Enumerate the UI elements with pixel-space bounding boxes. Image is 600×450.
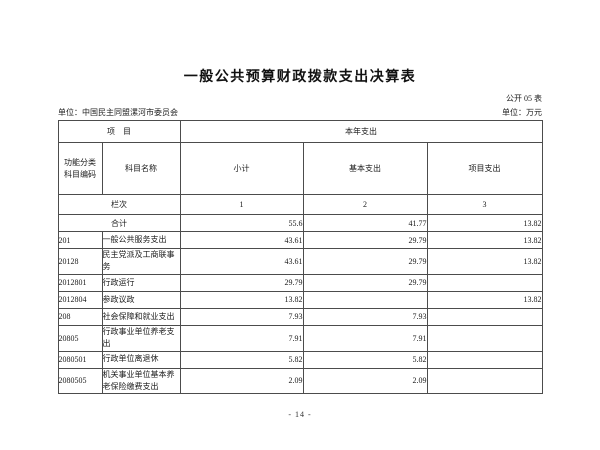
budget-table: 项 目 本年支出 功能分类 科目编码 科目名称 小计 基本支出 项目支出 栏次 … (57, 120, 543, 395)
table-row: 合计 55.6 41.77 13.82 (57, 214, 543, 232)
cell-subtotal: 43.61 (179, 231, 304, 249)
cell-name: 民主党派及工商联事务 (101, 248, 181, 275)
lanci-col-2: 2 (302, 194, 428, 215)
cell-code: 2080505 (57, 367, 103, 395)
cell-basic-expense: 7.93 (302, 307, 428, 326)
cell-basic-expense: 29.79 (302, 273, 428, 292)
cell-code: 201 (57, 231, 103, 249)
table-row: 20805 行政事业单位养老支出 7.91 7.91 (57, 324, 543, 352)
cell-project-expense: 13.82 (426, 231, 543, 249)
cell-project-expense (426, 324, 543, 352)
lanci-col-3: 3 (426, 194, 543, 215)
table-row: 2012801 行政运行 29.79 29.79 (57, 273, 543, 292)
table-header: 项 目 本年支出 功能分类 科目编码 科目名称 小计 基本支出 项目支出 栏次 … (57, 120, 543, 215)
col-header-basic: 基本支出 (302, 142, 428, 195)
cell-code: 20128 (57, 248, 103, 275)
table-body: 合计 55.6 41.77 13.82 201 一般公共服务支出 43.61 29.79 13.… (57, 214, 543, 395)
cell-basic-expense: 29.79 (302, 248, 428, 275)
cell-name: 行政运行 (101, 273, 181, 292)
cell-basic-expense (302, 290, 428, 309)
cell-basic-expense: 5.82 (302, 350, 428, 369)
cell-name: 行政事业单位养老支出 (101, 324, 181, 352)
header-columns-row: 功能分类 科目编码 科目名称 小计 基本支出 项目支出 (57, 142, 543, 195)
cell-project-expense: 13.82 (426, 214, 543, 232)
cell-name: 一般公共服务支出 (101, 231, 181, 249)
cell-subtotal: 7.91 (179, 324, 304, 352)
cell-basic-expense: 29.79 (302, 231, 428, 249)
table-number-label: 公开 05 表 (506, 94, 542, 103)
col-header-code: 功能分类 科目编码 (57, 142, 103, 195)
header-lanci-row: 栏次 1 2 3 (57, 194, 543, 215)
cell-name: 社会保障和就业支出 (101, 307, 181, 326)
meta-row: 单位：中国民主同盟漯河市委员会 单位：万元 (58, 107, 542, 118)
header-year-expense-group: 本年支出 (179, 120, 543, 143)
cell-code: 2012804 (57, 290, 103, 309)
cell-total-label: 合计 (57, 214, 181, 232)
header-group-row: 项 目 本年支出 (57, 120, 543, 143)
table-row: 208 社会保障和就业支出 7.93 7.93 (57, 307, 543, 326)
cell-basic-expense: 7.91 (302, 324, 428, 352)
cell-subtotal: 43.61 (179, 248, 304, 275)
cell-basic-expense: 2.09 (302, 367, 428, 395)
lanci-col-1: 1 (179, 194, 304, 215)
cell-subtotal: 5.82 (179, 350, 304, 369)
cell-project-expense (426, 367, 543, 395)
cell-subtotal: 7.93 (179, 307, 304, 326)
cell-name: 机关事业单位基本养老保险缴费支出 (101, 367, 181, 395)
table-row: 201 一般公共服务支出 43.61 29.79 13.82 (57, 231, 543, 249)
table-row: 2012804 参政议政 13.82 13.82 (57, 290, 543, 309)
table-row: 20128 民主党派及工商联事务 43.61 29.79 13.82 (57, 248, 543, 275)
cell-subtotal: 13.82 (179, 290, 304, 309)
cell-subtotal: 29.79 (179, 273, 304, 292)
col-header-subtotal: 小计 (179, 142, 304, 195)
cell-subtotal: 55.6 (179, 214, 304, 232)
cell-code: 2080501 (57, 350, 103, 369)
col-header-project: 项目支出 (426, 142, 543, 195)
cell-project-expense: 13.82 (426, 248, 543, 275)
page-title: 一般公共预算财政拨款支出决算表 (183, 70, 417, 85)
unit-of-measure-label: 单位：万元 (502, 108, 542, 117)
cell-project-expense: 13.82 (426, 290, 543, 309)
cell-basic-expense: 41.77 (302, 214, 428, 232)
cell-project-expense (426, 350, 543, 369)
cell-project-expense (426, 273, 543, 292)
header-item-group: 项 目 (57, 120, 181, 143)
lanci-label: 栏次 (57, 194, 181, 215)
cell-code: 208 (57, 307, 103, 326)
cell-name: 参政议政 (101, 290, 181, 309)
table-row: 2080501 行政单位离退休 5.82 5.82 (57, 350, 543, 369)
col-header-name: 科目名称 (101, 142, 181, 195)
cell-code: 2012801 (57, 273, 103, 292)
unit-name-label: 单位：中国民主同盟漯河市委员会 (58, 108, 178, 117)
page-number: - 14 - (288, 410, 312, 419)
cell-name: 行政单位离退休 (101, 350, 181, 369)
cell-code: 20805 (57, 324, 103, 352)
cell-subtotal: 2.09 (179, 367, 304, 395)
table-row: 2080505 机关事业单位基本养老保险缴费支出 2.09 2.09 (57, 367, 543, 395)
cell-project-expense (426, 307, 543, 326)
